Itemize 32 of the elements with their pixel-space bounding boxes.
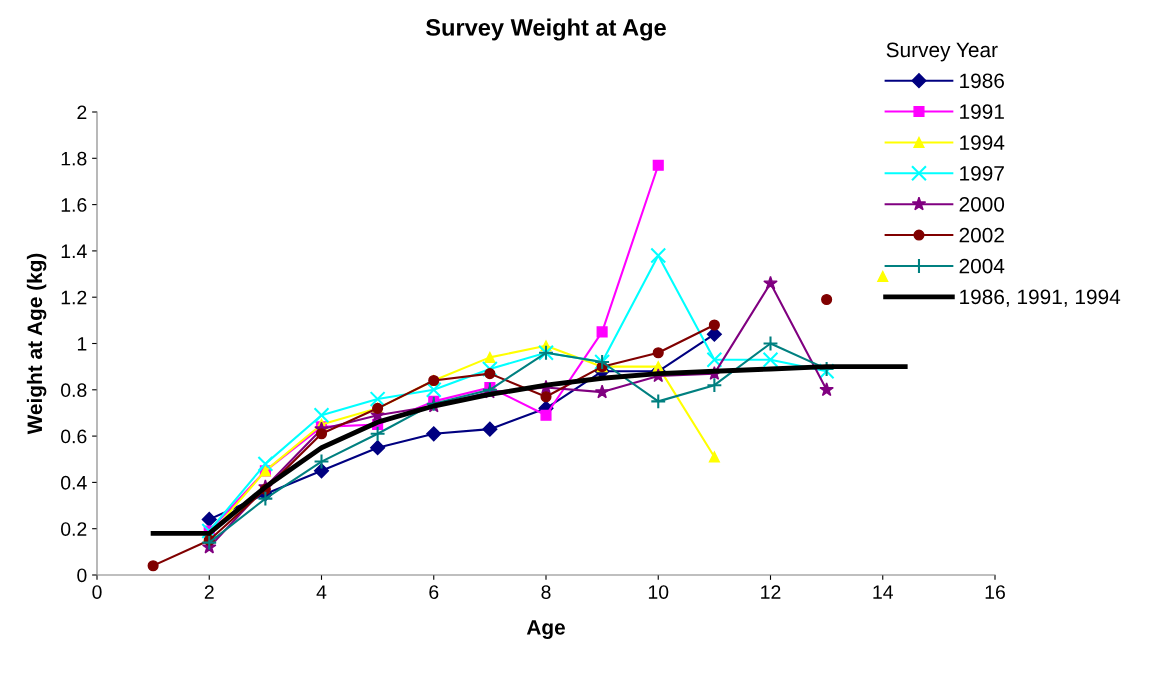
- y-tick-label: 1: [77, 337, 87, 351]
- x-tick-label: 12: [761, 585, 781, 599]
- legend-label: 2004: [959, 258, 1005, 274]
- x-tick-label: 14: [873, 585, 893, 599]
- legend-label: 1986: [960, 73, 1004, 89]
- y-tick-label: 1.2: [61, 290, 87, 305]
- x-tick-label: 6: [429, 585, 439, 599]
- y-axis-title: Weight at Age (kg): [26, 253, 47, 435]
- y-tick-label: 1.4: [61, 244, 87, 258]
- legend-label: 1997: [960, 166, 1004, 181]
- y-tick-label: 0.6: [61, 429, 87, 444]
- x-tick-label: 4: [316, 585, 327, 599]
- x-tick-label: 16: [985, 585, 1005, 599]
- y-tick-label: 0.8: [61, 383, 87, 398]
- chart-title: Survey Weight at Age: [425, 18, 666, 41]
- x-axis-title: Age: [526, 620, 565, 639]
- legend-label: 1994: [960, 135, 1005, 150]
- legend-title: Survey Year: [886, 42, 998, 62]
- legend-label: 2002: [959, 227, 1004, 243]
- x-tick-label: 2: [204, 585, 214, 599]
- y-tick-label: 0.2: [61, 522, 87, 536]
- y-tick-label: 1.6: [61, 198, 87, 212]
- y-tick-label: 0: [77, 568, 87, 583]
- x-tick-label: 10: [648, 585, 669, 599]
- x-tick-label: 0: [92, 585, 102, 599]
- legend-label: 1991: [960, 104, 1004, 120]
- legend-label: 2000: [959, 196, 1005, 212]
- x-tick-label: 8: [541, 585, 551, 599]
- y-tick-label: 0.4: [61, 475, 87, 490]
- y-tick-label: 2: [77, 105, 87, 120]
- legend-label: 1986, 1991, 1994: [960, 289, 1121, 307]
- y-tick-label: 1.8: [61, 151, 87, 166]
